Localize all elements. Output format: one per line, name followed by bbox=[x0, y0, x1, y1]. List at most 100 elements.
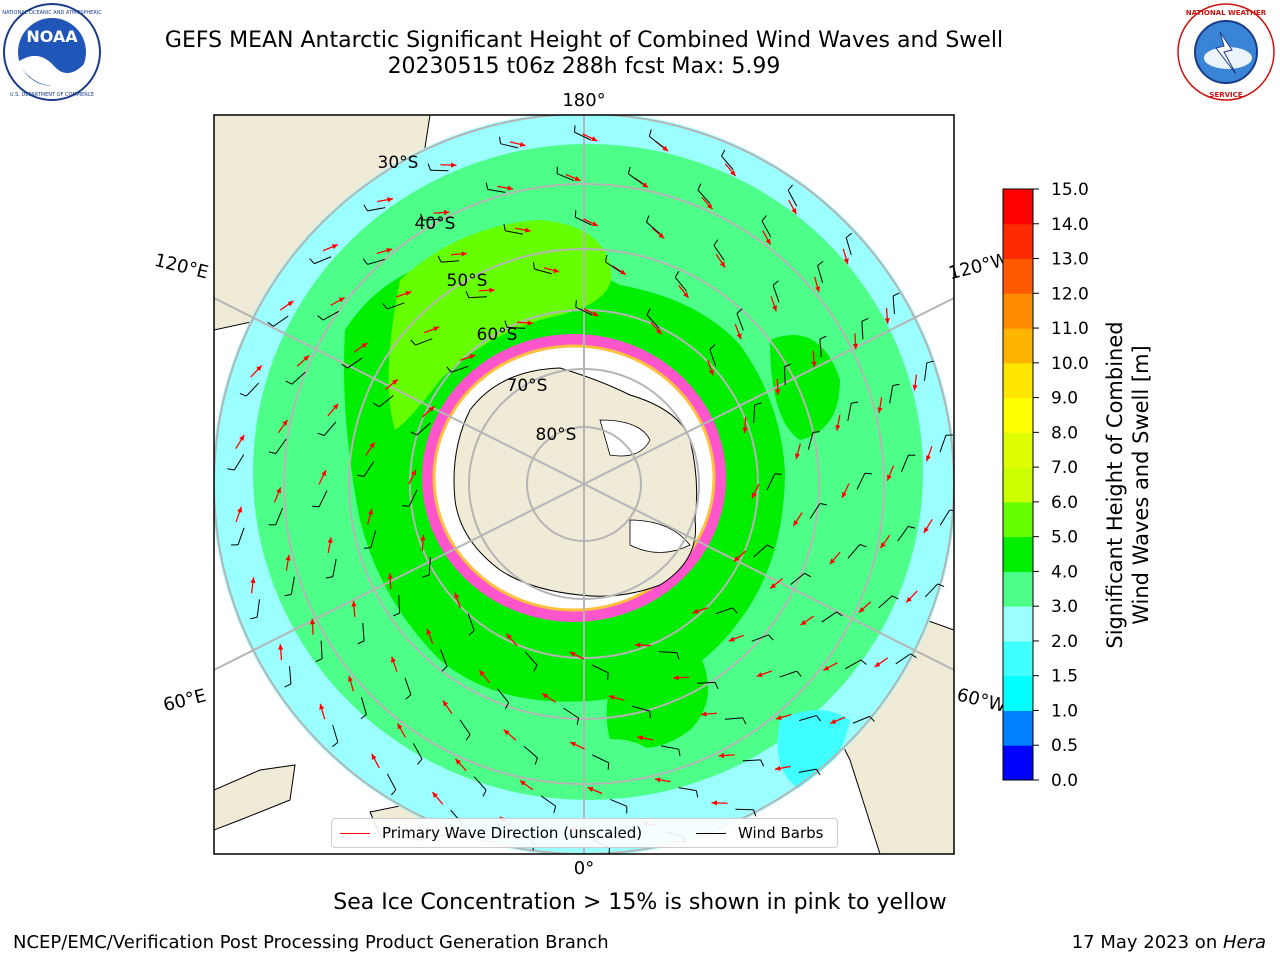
wave-arrowhead bbox=[405, 290, 412, 296]
wave-arrowhead bbox=[369, 442, 375, 449]
wind-barb-flag bbox=[553, 806, 557, 814]
wind-barb-staff bbox=[275, 508, 283, 526]
wind-barb-staff bbox=[897, 526, 909, 542]
wave-arrowhead bbox=[426, 628, 432, 635]
wind-barb-staff bbox=[441, 260, 460, 263]
wind-barb-flag bbox=[503, 223, 506, 231]
wind-barb-staff bbox=[370, 530, 377, 548]
wind-barb-staff bbox=[314, 256, 332, 265]
wave-arrowhead bbox=[662, 145, 669, 152]
wave-arrowhead bbox=[591, 136, 598, 141]
wave-arrowhead bbox=[752, 492, 757, 499]
wind-barb-flag bbox=[284, 683, 292, 688]
lon-label-120w: 120°W bbox=[946, 249, 1011, 284]
wind-barb-flag bbox=[317, 315, 324, 321]
wind-barb-flag bbox=[363, 204, 368, 212]
wind-barb-staff bbox=[398, 595, 401, 614]
wave-arrowhead bbox=[250, 577, 256, 584]
wind-barb-flag bbox=[742, 717, 747, 725]
wind-barb-staff bbox=[556, 173, 574, 181]
wave-arrowhead bbox=[347, 675, 353, 682]
wind-barb-staff bbox=[416, 422, 431, 436]
wave-arrowhead bbox=[574, 176, 581, 181]
wind-barb-staff bbox=[332, 724, 339, 743]
wave-arrowhead bbox=[256, 365, 262, 372]
wind-barb-flag bbox=[695, 790, 699, 798]
wave-arrowhead bbox=[397, 723, 403, 730]
colorbar-segment bbox=[1003, 397, 1033, 433]
wind-barb-staff bbox=[856, 473, 866, 490]
wind-barb-flag bbox=[309, 258, 315, 264]
wave-arrowhead bbox=[887, 474, 892, 481]
wind-barb-staff bbox=[408, 489, 418, 507]
wind-barb-staff bbox=[237, 527, 245, 545]
colorbar-tick-label: 15.0 bbox=[1051, 180, 1089, 200]
wave-arrowhead bbox=[884, 318, 890, 324]
wind-barb-flag bbox=[465, 734, 471, 741]
wind-barb-staff bbox=[415, 338, 433, 346]
wave-arrowhead bbox=[637, 735, 644, 741]
wind-barb-staff bbox=[736, 313, 744, 331]
wind-barb-flag bbox=[417, 758, 423, 765]
wave-direction-arrows bbox=[235, 133, 933, 835]
wind-barb-flag bbox=[312, 505, 320, 508]
colorbar-segment bbox=[1003, 293, 1033, 329]
wind-barb-staff bbox=[809, 503, 821, 519]
wave-arrowhead bbox=[719, 261, 726, 268]
wave-arrowhead bbox=[823, 665, 830, 671]
wind-barb-staff bbox=[678, 787, 697, 792]
sea-ice-note: Sea Ice Concentration > 15% is shown in … bbox=[333, 890, 947, 915]
wind-barb-flag bbox=[949, 509, 954, 512]
wind-barb-staff bbox=[724, 717, 743, 720]
legend-label: Primary Wave Direction (unscaled) bbox=[382, 824, 643, 842]
wind-barb-staff bbox=[761, 220, 772, 237]
wind-barb-staff bbox=[852, 715, 870, 724]
wind-barb-staff bbox=[783, 366, 786, 385]
colorbar-segment bbox=[1003, 536, 1033, 572]
colorbar-segment bbox=[1003, 328, 1033, 364]
colorbar-tick-label: 3.0 bbox=[1051, 597, 1078, 617]
wave-arrowhead bbox=[303, 355, 310, 362]
wind-barb-flag bbox=[534, 757, 538, 765]
lat-label-50s: 50°S bbox=[447, 271, 488, 291]
wind-barb-flag bbox=[390, 789, 397, 796]
wind-barb-flag bbox=[796, 670, 802, 677]
wind-barb-staff bbox=[787, 190, 798, 207]
wind-barb-staff bbox=[540, 795, 556, 807]
wave-arrowhead bbox=[276, 487, 281, 494]
wind-barb-staff bbox=[428, 556, 431, 575]
colorbar-tick-label: 10.0 bbox=[1051, 354, 1089, 374]
wave-arrowhead bbox=[390, 656, 396, 663]
wind-barb-staff bbox=[440, 649, 448, 667]
wind-barb-staff bbox=[467, 613, 475, 631]
lat-label-80s: 80°S bbox=[536, 425, 577, 445]
wind-barb-staff bbox=[697, 681, 716, 684]
wind-barb-staff bbox=[592, 754, 609, 764]
wind-barb-flag bbox=[627, 166, 631, 174]
wave-arrowhead bbox=[282, 419, 288, 426]
wave-arrowhead bbox=[391, 379, 398, 385]
wave-arrowhead bbox=[775, 715, 782, 721]
wave-arrowhead bbox=[570, 742, 577, 747]
wind-barb-flag bbox=[812, 431, 821, 433]
wave-arrowhead bbox=[880, 542, 886, 549]
wind-barb-flag bbox=[410, 431, 418, 436]
wind-barb-staff bbox=[605, 261, 621, 273]
wave-arrowhead bbox=[800, 619, 807, 626]
chart-subtitle: 20230515 t06z 288h fcst Max: 5.99 bbox=[387, 54, 781, 79]
wind-barb-staff bbox=[632, 705, 650, 712]
wave-arrowhead bbox=[361, 342, 368, 349]
wave-arrowhead bbox=[742, 427, 748, 434]
wind-barb-staff bbox=[807, 432, 814, 450]
colorbar-tick-label: 14.0 bbox=[1051, 215, 1089, 235]
wind-barb-staff bbox=[275, 438, 287, 454]
colorbar-segment bbox=[1003, 258, 1033, 294]
colorbar-tick-label: 1.5 bbox=[1051, 667, 1078, 687]
wind-barb-staff bbox=[363, 461, 375, 477]
wind-barb-flag bbox=[713, 239, 719, 246]
wave-arrowhead bbox=[700, 711, 707, 717]
wind-barb-staff bbox=[500, 143, 519, 149]
wind-barb-flag bbox=[697, 183, 702, 191]
wind-barb-flag bbox=[405, 694, 412, 700]
wind-barb-flag bbox=[360, 714, 367, 720]
